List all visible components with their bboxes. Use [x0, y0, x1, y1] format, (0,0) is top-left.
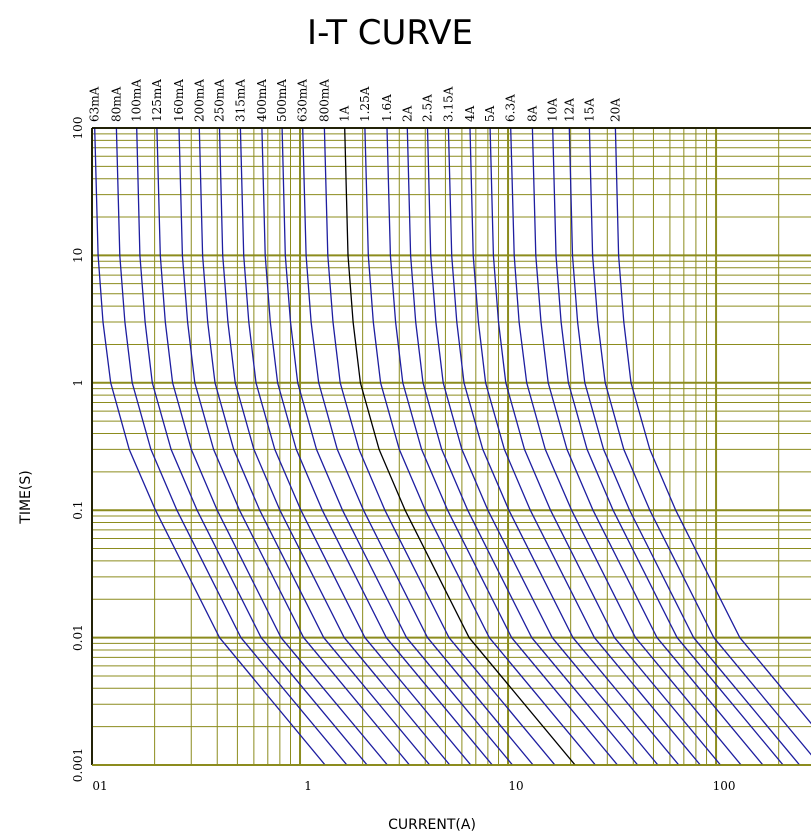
curve-label: 630mA	[296, 79, 310, 122]
curve-label: 15A	[582, 98, 596, 122]
curve-label: 2.5A	[420, 94, 434, 122]
it-curve	[344, 128, 576, 765]
y-tick-label: 0.01	[71, 624, 85, 651]
it-curve	[136, 128, 368, 765]
curve-label: 160mA	[172, 79, 186, 122]
x-axis-label: CURRENT(A)	[388, 817, 476, 833]
it-curve	[406, 128, 639, 765]
curve-label: 1A	[338, 105, 352, 122]
it-curve	[261, 128, 493, 765]
it-curve	[386, 128, 618, 765]
curve-label: 100mA	[130, 79, 144, 122]
it-curve	[178, 128, 410, 765]
x-tick-label: 100	[713, 779, 736, 793]
it-curve	[614, 128, 811, 725]
it-curve	[115, 128, 348, 765]
it-curve	[281, 128, 513, 765]
it-curve	[156, 128, 388, 765]
curve-label: 4A	[463, 105, 477, 122]
curve-label: 3.15A	[441, 86, 455, 122]
curve-label: 400mA	[255, 79, 269, 122]
it-curve	[239, 128, 472, 765]
y-tick-label: 100	[71, 117, 85, 140]
it-curve	[531, 128, 764, 765]
x-tick-label: 10	[508, 779, 523, 793]
curve-label: 1.6A	[380, 94, 394, 122]
it-curve	[552, 128, 784, 765]
it-curve	[302, 128, 534, 765]
curve-label: 500mA	[275, 79, 289, 122]
curve-label: 200mA	[192, 79, 206, 122]
it-curve	[568, 128, 801, 765]
it-curve	[94, 128, 326, 765]
it-curve	[447, 128, 680, 765]
curve-label: 20A	[608, 98, 622, 122]
it-curve	[323, 128, 556, 765]
curve-label: 12A	[562, 98, 576, 122]
curve-label: 80mA	[109, 86, 123, 122]
it-curve	[364, 128, 596, 765]
it-curve	[588, 128, 811, 756]
curve-label: 63mA	[88, 86, 102, 122]
curve-label: 1.25A	[358, 86, 372, 122]
y-tick-label: 0.1	[71, 501, 85, 520]
curve-label: 8A	[525, 105, 539, 122]
y-tick-label: 0.001	[71, 748, 85, 782]
curve-label: 315mA	[233, 79, 247, 122]
it-curve	[510, 128, 742, 765]
x-tick-label: 1	[304, 779, 312, 793]
curve-label: 250mA	[212, 79, 226, 122]
curve-label: 5A	[483, 105, 497, 122]
y-axis-label: TIME(S)	[18, 470, 34, 524]
it-curve	[469, 128, 701, 765]
it-curve	[489, 128, 721, 765]
curve-label: 6.3A	[504, 94, 518, 122]
curve-label: 10A	[546, 98, 560, 122]
chart-title: I-T CURVE	[307, 13, 473, 53]
x-tick-label: 01	[92, 779, 107, 793]
curve-label: 2A	[400, 105, 414, 122]
it-curve	[426, 128, 659, 765]
y-tick-label: 10	[71, 248, 85, 263]
curve-label: 125mA	[150, 79, 164, 122]
y-tick-label: 1	[71, 379, 85, 387]
it-curve	[198, 128, 431, 765]
curve-label: 800mA	[317, 79, 331, 122]
curves	[94, 128, 811, 765]
it-curve	[218, 128, 451, 765]
